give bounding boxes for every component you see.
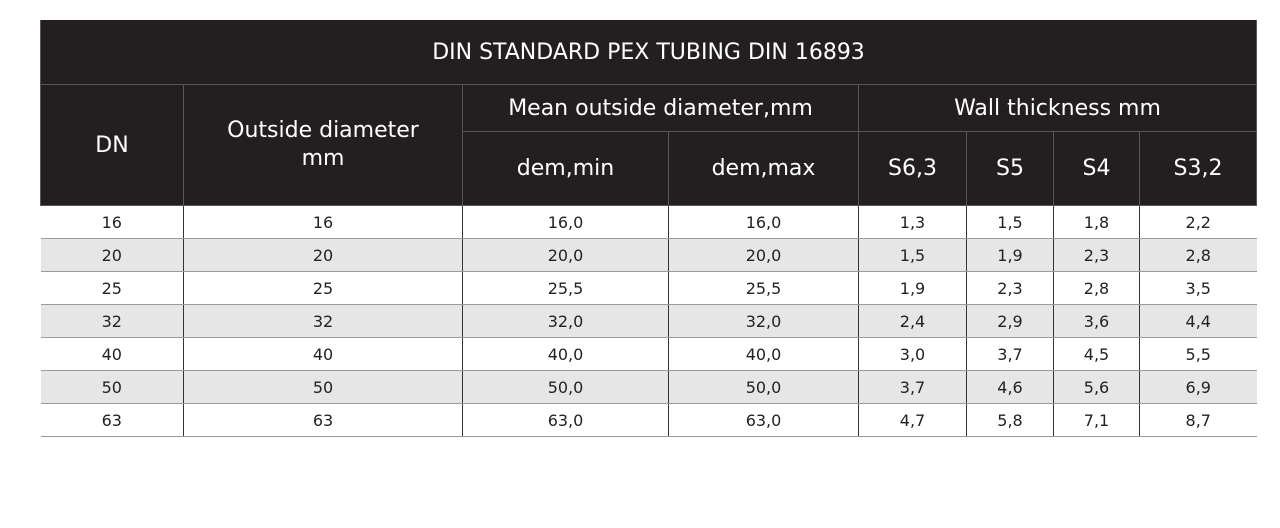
table-row: 32 32 32,0 32,0 2,4 2,9 3,6 4,4 <box>40 304 1257 338</box>
cell: 16 <box>183 205 463 239</box>
sub-header: S6,3 <box>858 131 967 206</box>
cell: 1,9 <box>858 271 967 305</box>
table-title: DIN STANDARD PEX TUBING DIN 16893 <box>40 20 1257 85</box>
table-row: 25 25 25,5 25,5 1,9 2,3 2,8 3,5 <box>40 271 1257 305</box>
table-row: 50 50 50,0 50,0 3,7 4,6 5,6 6,9 <box>40 370 1257 404</box>
cell: 2,9 <box>966 304 1054 338</box>
cell: 32,0 <box>462 304 669 338</box>
header-line: Outside diameter <box>227 118 419 143</box>
cell: 50 <box>183 370 463 404</box>
cell: 3,0 <box>858 337 967 371</box>
group-header: Wall thickness mm <box>858 84 1257 132</box>
cell: 63 <box>40 403 184 437</box>
cell: 16,0 <box>668 205 859 239</box>
cell: 20,0 <box>462 238 669 272</box>
cell: 5,6 <box>1053 370 1140 404</box>
cell: 40,0 <box>462 337 669 371</box>
cell: 3,7 <box>966 337 1054 371</box>
cell: 4,4 <box>1139 304 1257 338</box>
cell: 8,7 <box>1139 403 1257 437</box>
col-header: DN <box>40 84 184 206</box>
cell: 4,7 <box>858 403 967 437</box>
cell: 7,1 <box>1053 403 1140 437</box>
cell: 40 <box>183 337 463 371</box>
cell: 32,0 <box>668 304 859 338</box>
cell: 3,7 <box>858 370 967 404</box>
sub-header: dem,min <box>462 131 669 206</box>
cell: 16 <box>40 205 184 239</box>
cell: 2,4 <box>858 304 967 338</box>
table-row: 20 20 20,0 20,0 1,5 1,9 2,3 2,8 <box>40 238 1257 272</box>
cell: 1,5 <box>966 205 1054 239</box>
cell: 1,3 <box>858 205 967 239</box>
cell: 25 <box>40 271 184 305</box>
sub-header: S3,2 <box>1139 131 1257 206</box>
cell: 20 <box>40 238 184 272</box>
cell: 32 <box>40 304 184 338</box>
cell: 50,0 <box>668 370 859 404</box>
cell: 25,5 <box>668 271 859 305</box>
cell: 16,0 <box>462 205 669 239</box>
cell: 40 <box>40 337 184 371</box>
cell: 6,9 <box>1139 370 1257 404</box>
cell: 63,0 <box>668 403 859 437</box>
cell: 20,0 <box>668 238 859 272</box>
sub-header: dem,max <box>668 131 859 206</box>
sub-header: S4 <box>1053 131 1140 206</box>
cell: 25 <box>183 271 463 305</box>
cell: 50,0 <box>462 370 669 404</box>
table-row: 16 16 16,0 16,0 1,3 1,5 1,8 2,2 <box>40 205 1257 239</box>
cell: 4,5 <box>1053 337 1140 371</box>
cell: 5,5 <box>1139 337 1257 371</box>
cell: 3,6 <box>1053 304 1140 338</box>
table-row: 40 40 40,0 40,0 3,0 3,7 4,5 5,5 <box>40 337 1257 371</box>
cell: 2,2 <box>1139 205 1257 239</box>
sub-header: S5 <box>966 131 1054 206</box>
cell: 1,9 <box>966 238 1054 272</box>
header-line: mm <box>301 146 345 171</box>
pex-table: DIN STANDARD PEX TUBING DIN 16893 DN Out… <box>40 20 1257 437</box>
cell: 1,5 <box>858 238 967 272</box>
cell: 25,5 <box>462 271 669 305</box>
cell: 2,8 <box>1053 271 1140 305</box>
cell: 20 <box>183 238 463 272</box>
cell: 5,8 <box>966 403 1054 437</box>
cell: 50 <box>40 370 184 404</box>
group-header: Mean outside diameter,mm <box>462 84 859 132</box>
cell: 2,3 <box>966 271 1054 305</box>
cell: 2,8 <box>1139 238 1257 272</box>
cell: 32 <box>183 304 463 338</box>
col-header: Outside diameter mm <box>183 84 463 206</box>
cell: 63,0 <box>462 403 669 437</box>
cell: 4,6 <box>966 370 1054 404</box>
cell: 2,3 <box>1053 238 1140 272</box>
cell: 40,0 <box>668 337 859 371</box>
cell: 3,5 <box>1139 271 1257 305</box>
cell: 63 <box>183 403 463 437</box>
table-row: 63 63 63,0 63,0 4,7 5,8 7,1 8,7 <box>40 403 1257 437</box>
cell: 1,8 <box>1053 205 1140 239</box>
